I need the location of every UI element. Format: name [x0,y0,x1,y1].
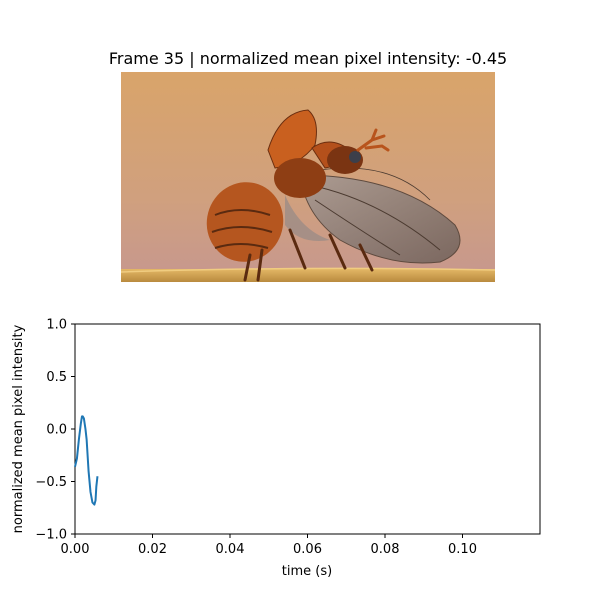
axes-frame [74,323,541,535]
video-frame-image [120,72,496,282]
y-tick-label: −0.5 [35,475,67,490]
series-line [74,415,99,506]
y-tick-label: 0.0 [46,423,67,438]
y-tick-label: 1.0 [46,318,67,333]
x-tick-label: 0.06 [293,542,322,557]
x-tick-label: 0.08 [371,542,400,557]
y-axis-label: normalized mean pixel intensity [11,324,26,533]
chart-plot-area [74,323,541,535]
x-axis-label: time (s) [282,564,332,579]
x-tick-label: 0.00 [61,542,90,557]
figure-title: Frame 35 | normalized mean pixel intensi… [109,49,507,68]
y-tick-label: −1.0 [35,528,67,543]
y-tick-label: 0.5 [46,370,67,385]
series-layer [74,415,99,506]
x-tick-label: 0.10 [448,542,477,557]
y-axis-ticks: −1.0 −0.5 0.0 0.5 1.0 [35,318,75,543]
x-tick-label: 0.04 [216,542,245,557]
x-axis-ticks: 0.00 0.02 0.04 0.06 0.08 0.10 [61,534,477,557]
x-tick-label: 0.02 [138,542,167,557]
